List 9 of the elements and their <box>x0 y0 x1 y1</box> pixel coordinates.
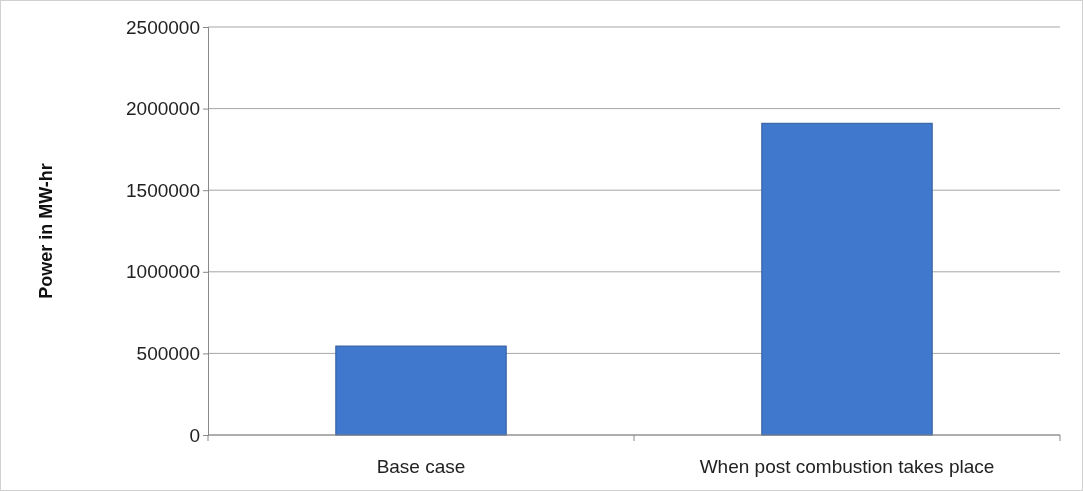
y-tick-label: 1000000 <box>126 261 200 283</box>
y-tick-label: 2500000 <box>126 16 200 38</box>
y-axis-title: Power in MW-hr <box>36 163 56 299</box>
x-tick-label: Base case <box>376 456 466 477</box>
y-tick-label: 0 <box>189 424 200 446</box>
y-tick-label: 1500000 <box>126 179 200 201</box>
y-tick-label: 500000 <box>136 342 200 364</box>
y-tick-label: 2000000 <box>126 98 200 120</box>
x-tick-label: When post combustion takes place <box>699 456 995 477</box>
